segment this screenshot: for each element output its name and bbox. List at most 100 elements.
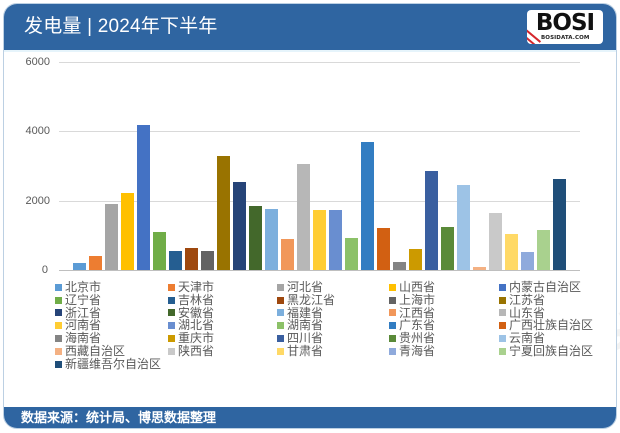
legend-swatch: [499, 296, 506, 304]
legend-item: 山西省: [389, 281, 499, 294]
legend-swatch: [168, 347, 175, 355]
bar-28: [505, 234, 518, 270]
bar-21: [393, 262, 406, 270]
legend-item: 浙江省: [55, 305, 168, 320]
legend-label: 河北省: [287, 280, 324, 294]
legend-item: 青海省: [389, 345, 499, 358]
bar-3: [105, 204, 118, 270]
legend-label: 山东省: [509, 305, 546, 320]
legend-swatch: [168, 335, 175, 343]
y-tick-label: 2000: [25, 195, 50, 207]
legend-label: 新疆维吾尔自治区: [65, 356, 162, 371]
legend-swatch: [389, 283, 396, 291]
legend-swatch: [55, 296, 62, 304]
bar-24: [441, 227, 454, 270]
legend-item: 湖南省: [277, 319, 389, 332]
y-tick-label: 4000: [25, 125, 50, 137]
legend-label: 宁夏回族自治区: [509, 343, 594, 358]
bar-31: [553, 179, 566, 270]
legend-item: 陕西省: [168, 345, 277, 358]
legend-swatch: [277, 322, 284, 330]
legend-label: 山西省: [399, 280, 436, 294]
bar-1: [73, 263, 86, 270]
bar-29: [521, 252, 534, 270]
legend-label: 重庆市: [178, 331, 215, 346]
bar-6: [153, 232, 166, 270]
legend-swatch: [389, 322, 396, 330]
legend-swatch: [168, 283, 175, 291]
bar-18: [345, 238, 358, 270]
legend-label: 吉林省: [178, 292, 215, 307]
legend-item: 吉林省: [168, 292, 277, 307]
legend-swatch: [168, 296, 175, 304]
legend-swatch: [499, 347, 506, 355]
bar-7: [169, 251, 182, 270]
legend-item: 上海市: [389, 292, 499, 307]
legend-item: 云南省: [499, 332, 609, 345]
legend-swatch: [55, 360, 62, 368]
legend-item: 河南省: [55, 319, 168, 332]
legend-label: 福建省: [287, 305, 324, 320]
data-source: 数据来源：统计局、博思数据整理: [21, 410, 217, 425]
legend-swatch: [277, 283, 284, 291]
bar-10: [217, 156, 230, 270]
legend-item: 天津市: [168, 281, 277, 294]
legend-swatch: [55, 309, 62, 317]
bar-23: [425, 171, 438, 270]
bar-11: [233, 182, 246, 270]
bar-13: [265, 209, 278, 270]
legend-item: 江苏省: [499, 293, 609, 307]
legend-label: 陕西省: [178, 343, 215, 358]
legend-label: 辽宁省: [65, 292, 102, 307]
legend-label: 青海省: [399, 343, 436, 358]
legend-label: 广西壮族自治区: [509, 318, 594, 333]
bar-20: [377, 228, 390, 270]
legend-label: 湖南省: [287, 318, 324, 333]
legend-label: 广东省: [399, 318, 436, 333]
bar-12: [249, 206, 262, 270]
legend-swatch: [499, 309, 506, 317]
legend-swatch: [55, 347, 62, 355]
legend-item: 河北省: [277, 281, 389, 294]
bar-17: [329, 210, 342, 270]
bar-9: [201, 251, 214, 270]
legend-label: 浙江省: [65, 305, 102, 320]
legend-swatch: [168, 322, 175, 330]
legend-item: 新疆维吾尔自治区: [55, 356, 168, 371]
legend-item: 山东省: [499, 305, 609, 320]
legend-item: 安徽省: [168, 305, 277, 320]
legend-label: 贵州省: [399, 331, 436, 346]
legend-label: 上海市: [399, 292, 436, 307]
legend-item: 甘肃省: [277, 345, 389, 358]
legend-item: 宁夏回族自治区: [499, 345, 609, 358]
legend-label: 黑龙江省: [287, 292, 336, 307]
y-tick-label: 0: [41, 264, 48, 276]
legend-label: 安徽省: [178, 305, 215, 320]
bar-2: [89, 256, 102, 270]
chart-title: 发电量 | 2024年下半年: [24, 16, 218, 37]
header: 发电量 | 2024年下半年 BOSI BOSIDATA.COM: [4, 4, 616, 52]
legend-item: 北京市: [55, 281, 168, 294]
legend-label: 河南省: [65, 318, 102, 333]
legend-item: 海南省: [55, 332, 168, 345]
legend-label: 西藏自治区: [65, 343, 126, 358]
legend-swatch: [389, 335, 396, 343]
legend-item: 西藏自治区: [55, 345, 168, 358]
legend-item: 湖北省: [168, 319, 277, 332]
bosi-logo: BOSI BOSIDATA.COM: [527, 10, 603, 44]
bar-4: [121, 193, 134, 270]
bar-5: [137, 125, 150, 270]
bar-26: [473, 267, 486, 270]
bar-8: [185, 248, 198, 270]
legend-label: 北京市: [65, 280, 102, 294]
legend-label: 湖北省: [178, 318, 215, 333]
legend-label: 四川省: [287, 331, 324, 346]
legend-swatch: [55, 283, 62, 291]
legend-label: 甘肃省: [287, 343, 324, 358]
gridline: [59, 201, 580, 202]
legend-swatch: [55, 322, 62, 330]
legend-swatch: [277, 309, 284, 317]
legend-swatch: [277, 335, 284, 343]
legend-item: 四川省: [277, 332, 389, 345]
legend-item: 广东省: [389, 319, 499, 332]
